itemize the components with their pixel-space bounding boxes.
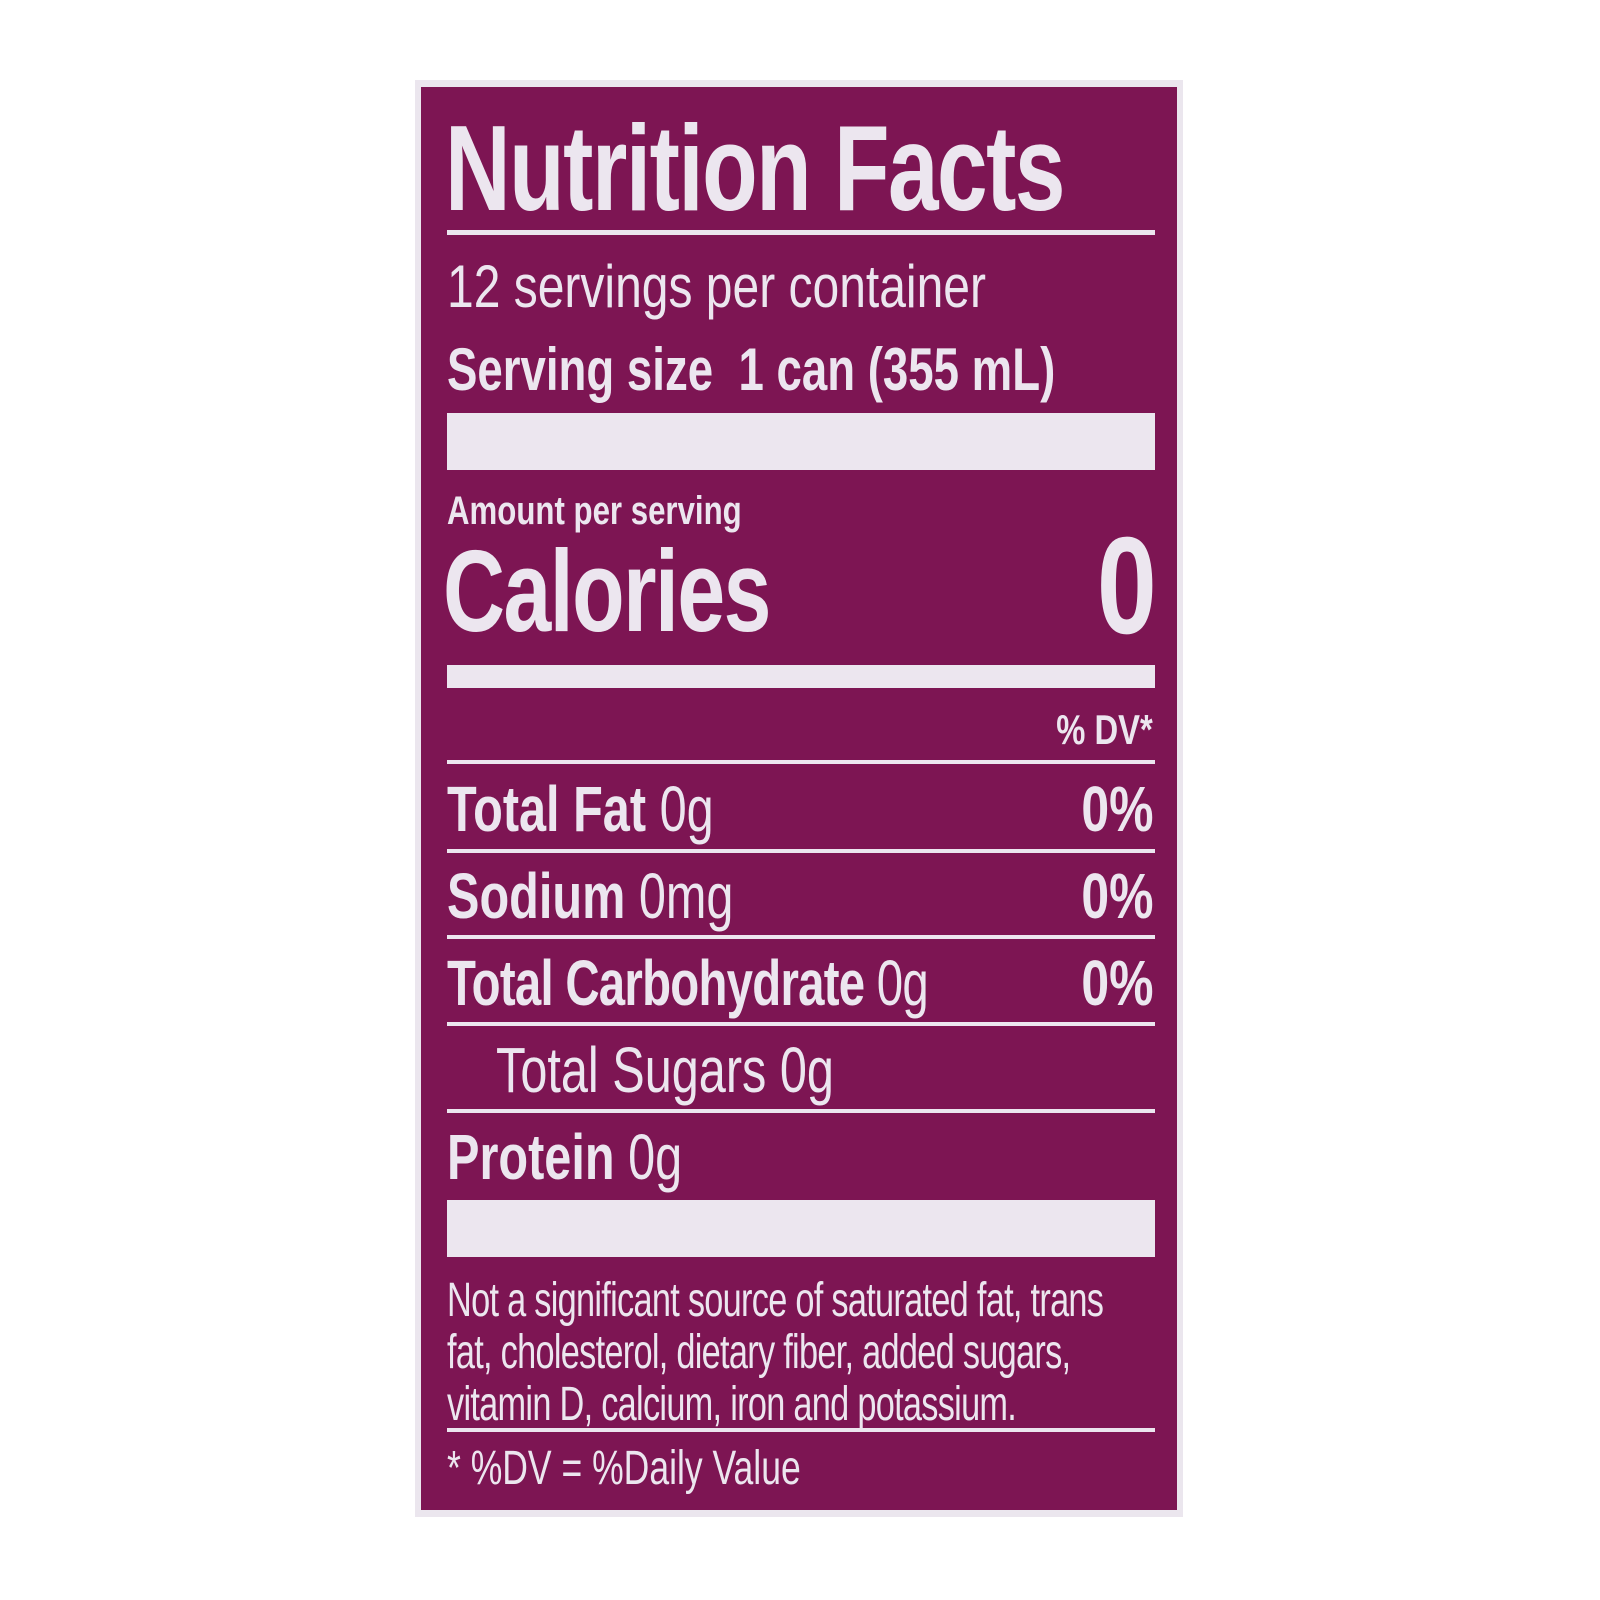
nutrient-amount: 0g — [876, 947, 929, 1019]
divider — [447, 1109, 1155, 1113]
serving-size-label: Serving size — [447, 336, 714, 403]
thick-bar — [447, 1200, 1155, 1257]
nutrient-name: Total Carbohydrate — [447, 947, 865, 1019]
footnote-line: fat, cholesterol, dietary fiber, added s… — [447, 1326, 1071, 1379]
divider — [447, 1022, 1155, 1026]
nutrient-amount: 0g — [628, 1121, 683, 1193]
dv-note: * %DV = %Daily Value — [447, 1442, 801, 1495]
footnote-line: Not a significant source of saturated fa… — [447, 1274, 1104, 1327]
divider — [447, 935, 1155, 939]
nutrient-row-protein: Protein 0g — [447, 1125, 682, 1189]
serving-size-value: 1 can (355 mL) — [738, 336, 1056, 403]
divider — [447, 230, 1155, 235]
nutrient-row-total-fat: Total Fat 0g — [447, 777, 714, 841]
nutrient-name: Total Fat — [447, 773, 647, 845]
thick-bar — [447, 413, 1155, 470]
nutrient-dv: 0% — [1080, 947, 1153, 1019]
dv-header: % DV* — [1056, 706, 1153, 753]
nutrition-facts-panel: Nutrition Facts 12 servings per containe… — [421, 87, 1177, 1510]
medium-bar — [447, 665, 1155, 688]
footnote-line: vitamin D, calcium, iron and potassium. — [447, 1378, 1017, 1431]
calories-label: Calories — [443, 526, 771, 656]
divider — [447, 1428, 1155, 1432]
nutrient-dv: 0% — [1080, 773, 1153, 845]
nutrient-row-sodium: Sodium 0mg — [447, 864, 733, 928]
nutrient-name: Sodium — [447, 860, 626, 932]
calories-value: 0 — [1097, 509, 1157, 663]
nutrient-amount: 0mg — [638, 860, 734, 932]
nutrient-dv: 0% — [1080, 860, 1153, 932]
nutrient-amount: 0g — [779, 1034, 834, 1106]
nutrient-row-total-sugars: Total Sugars 0g — [496, 1038, 834, 1102]
serving-size: Serving size 1 can (355 mL) — [447, 340, 1055, 400]
servings-per-container: 12 servings per container — [447, 253, 986, 320]
divider — [447, 849, 1155, 853]
nutrient-row-total-carbohydrate: Total Carbohydrate 0g — [447, 951, 929, 1015]
nutrient-amount: 0g — [659, 773, 714, 845]
amount-per-serving: Amount per serving — [447, 489, 742, 533]
nutrient-name: Total Sugars — [496, 1034, 767, 1106]
divider — [447, 760, 1155, 764]
nutrient-name: Protein — [447, 1121, 615, 1193]
title: Nutrition Facts — [445, 100, 1065, 236]
